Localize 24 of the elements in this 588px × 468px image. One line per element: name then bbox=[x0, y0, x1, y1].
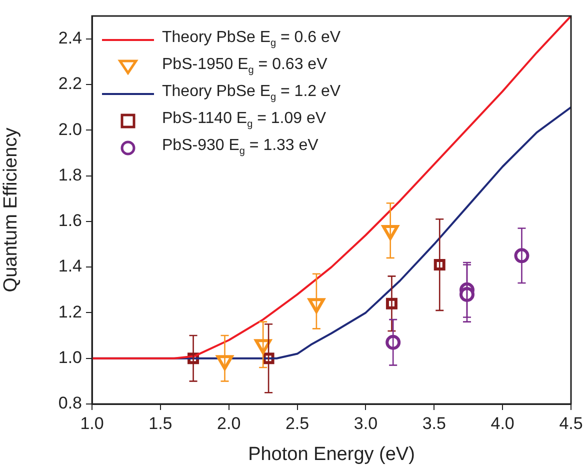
y-tick-label: 1.6 bbox=[58, 211, 82, 230]
legend-label: PbS-930 E$_{g}$ = 1.33 eV bbox=[162, 136, 318, 158]
legend-label: PbS-1950 E$_{g}$ = 0.63 eV bbox=[162, 56, 328, 76]
x-tick-label: 1.0 bbox=[80, 414, 104, 433]
x-tick-label: 3.0 bbox=[354, 414, 378, 433]
x-tick-label: 2.5 bbox=[285, 414, 310, 433]
x-tick-label: 4.5 bbox=[559, 414, 583, 433]
y-tick-label: 1.2 bbox=[58, 302, 82, 322]
y-tick-label: 1.0 bbox=[58, 348, 82, 368]
y-tick-label: 1.4 bbox=[58, 256, 82, 276]
y-axis-title: Quantum Efficiency bbox=[0, 127, 22, 292]
x-tick-label: 2.0 bbox=[217, 414, 241, 433]
y-tick-label: 2.4 bbox=[58, 28, 82, 48]
x-tick-label: 3.5 bbox=[422, 414, 446, 433]
legend-label: PbS-1140 E$_{g}$ = 1.09 eV bbox=[162, 110, 326, 130]
legend-label: Theory PbSe E$_{g}$ = 0.6 eV bbox=[162, 28, 341, 50]
x-axis-title: Photon Energy (eV) bbox=[248, 444, 415, 465]
y-tick-label: 2.0 bbox=[58, 120, 82, 139]
y-tick-label: 1.8 bbox=[58, 165, 82, 184]
x-tick-label: 1.5 bbox=[148, 414, 172, 433]
y-tick-label: 0.8 bbox=[58, 394, 82, 413]
x-tick-label: 4.0 bbox=[490, 414, 514, 433]
legend-label: Theory PbSe E$_{g}$ = 1.2 eV bbox=[162, 82, 341, 104]
y-tick-label: 2.2 bbox=[58, 74, 82, 94]
